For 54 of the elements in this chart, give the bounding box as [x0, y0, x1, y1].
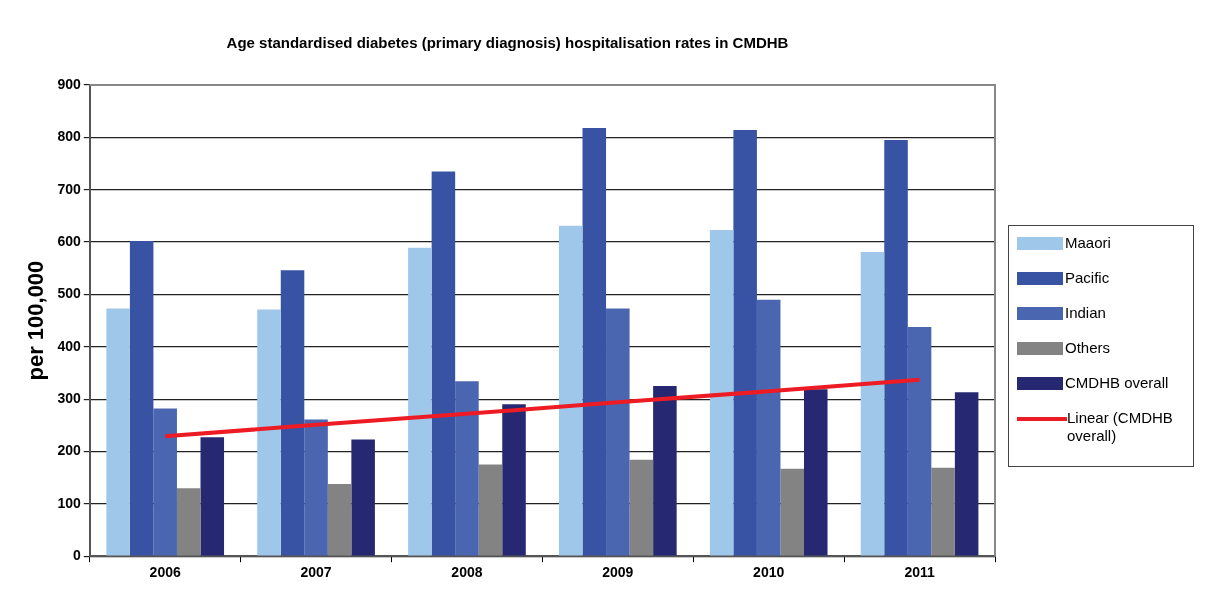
legend-label: Others	[1065, 339, 1111, 357]
x-tick-label: 2010	[753, 564, 785, 581]
y-tick-label: 200	[57, 442, 81, 459]
legend-label: Pacific	[1065, 269, 1110, 287]
bar	[860, 252, 885, 556]
y-tick-label: 400	[57, 337, 81, 354]
bar	[200, 437, 225, 556]
bar	[653, 386, 677, 556]
bar	[153, 408, 177, 556]
y-tick-label: 700	[57, 180, 81, 197]
bar	[304, 419, 328, 556]
bar	[756, 299, 781, 556]
bar	[907, 326, 932, 556]
bar	[431, 171, 456, 556]
chart-title: Age standardised diabetes (primary diagnosis) hospitalisation rates in CMDHB	[226, 34, 789, 52]
y-tick-label: 600	[57, 232, 81, 249]
bar	[954, 392, 979, 556]
bar	[709, 230, 734, 556]
bar	[455, 381, 479, 556]
legend-label: Maaori	[1065, 234, 1111, 252]
x-tick-label: 2006	[149, 564, 181, 581]
y-tick-label: 900	[57, 75, 81, 92]
y-axis-title: per 100,000	[23, 260, 49, 381]
x-tick-label: 2011	[904, 564, 935, 581]
bar	[129, 241, 154, 556]
bar	[629, 459, 654, 556]
x-tick-label: 2008	[451, 564, 483, 581]
bar	[502, 404, 526, 556]
y-tick-label: 500	[57, 285, 81, 302]
bar	[176, 488, 201, 556]
bar	[351, 439, 375, 556]
bar	[733, 130, 757, 556]
bar	[478, 464, 503, 556]
bar	[257, 309, 281, 556]
y-tick-label: 300	[57, 389, 81, 406]
bar	[327, 483, 352, 556]
bar	[408, 247, 432, 556]
bar	[280, 270, 305, 556]
y-tick-label: 800	[57, 128, 81, 145]
bar	[803, 389, 828, 556]
x-tick-label: 2007	[300, 564, 332, 581]
bar	[606, 308, 630, 556]
bar	[884, 139, 908, 556]
legend-label: CMDHB overall	[1065, 374, 1169, 392]
y-tick-label: 100	[57, 494, 81, 511]
bar	[106, 308, 130, 556]
legend-label: Indian	[1065, 304, 1106, 322]
y-tick-label: 0	[72, 547, 81, 564]
bar	[558, 225, 583, 556]
bar	[931, 467, 955, 556]
legend-label: Linear (CMDHB overall)	[1067, 409, 1174, 445]
bar	[582, 127, 607, 556]
bar	[780, 468, 804, 556]
x-tick-label: 2009	[602, 564, 634, 581]
